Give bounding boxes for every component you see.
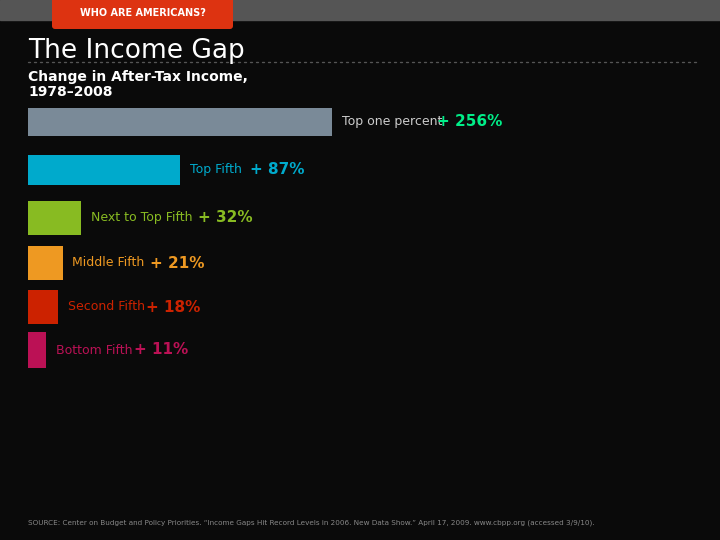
Bar [28, 332, 46, 368]
Text: SOURCE: Center on Budget and Policy Priorities. “Income Gaps Hit Record Levels i: SOURCE: Center on Budget and Policy Prio… [28, 519, 595, 526]
Text: Middle Fifth: Middle Fifth [73, 256, 149, 269]
Text: Change in After-Tax Income,: Change in After-Tax Income, [28, 70, 248, 84]
Bar [28, 155, 180, 185]
Text: + 256%: + 256% [436, 114, 502, 130]
Text: + 11%: + 11% [134, 342, 188, 357]
Bar [28, 246, 63, 280]
Text: + 21%: + 21% [150, 255, 204, 271]
Bar [0, 0, 720, 20]
Text: + 18%: + 18% [145, 300, 200, 314]
Text: + 87%: + 87% [250, 163, 305, 178]
Bar [28, 290, 58, 324]
Text: Second Fifth: Second Fifth [68, 300, 149, 314]
Text: Top one percent: Top one percent [341, 116, 446, 129]
Text: Top Fifth: Top Fifth [190, 164, 246, 177]
Bar [28, 201, 81, 235]
Text: + 32%: + 32% [197, 211, 252, 226]
Text: The Income Gap: The Income Gap [28, 38, 245, 64]
Text: Bottom Fifth: Bottom Fifth [56, 343, 137, 356]
Text: WHO ARE AMERICANS?: WHO ARE AMERICANS? [80, 8, 206, 18]
Text: 1978–2008: 1978–2008 [28, 85, 112, 99]
Text: Next to Top Fifth: Next to Top Fifth [91, 212, 197, 225]
Bar [28, 108, 332, 136]
FancyBboxPatch shape [52, 0, 233, 29]
